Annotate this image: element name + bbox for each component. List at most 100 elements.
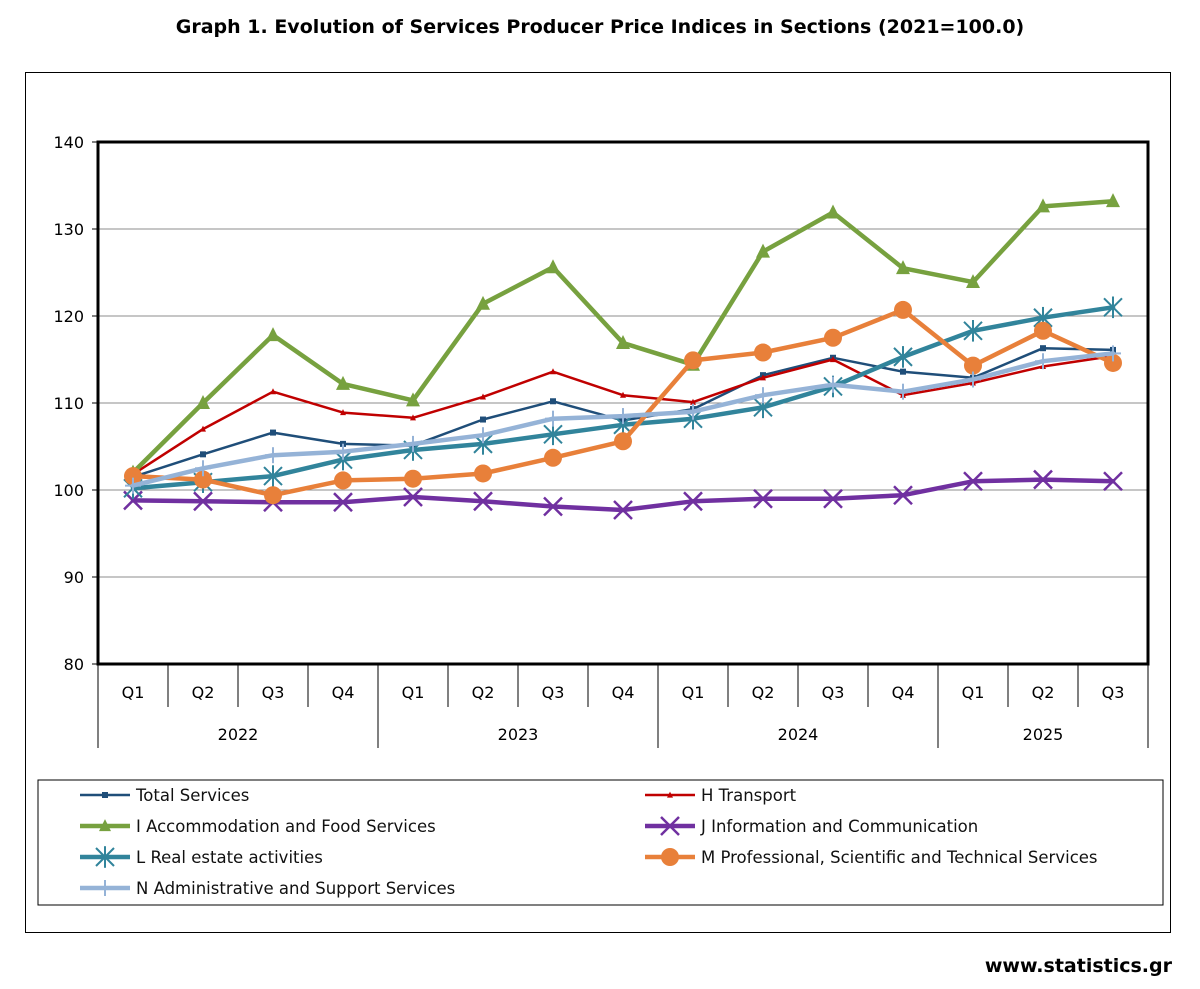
data-point xyxy=(964,356,982,375)
data-point xyxy=(963,319,983,342)
axes: 80 90 100 110 120 130 140 Q1 Q2 Q3 Q4 Q1 Q2 Q3 Q4 Q1 Q2 Q… xyxy=(53,133,1150,748)
x-tick-label: Q4 xyxy=(892,683,915,702)
data-point xyxy=(823,488,843,509)
data-point xyxy=(543,496,563,517)
data-point xyxy=(615,408,631,425)
legend-box xyxy=(37,779,1164,906)
x-tick-label: Q1 xyxy=(962,683,985,702)
chart-title: Graph 1. Evolution of Services Producer … xyxy=(175,16,1025,38)
year-label: 2022 xyxy=(218,725,259,744)
data-point xyxy=(685,403,701,420)
x-tick-label: Q1 xyxy=(402,683,425,702)
data-point xyxy=(200,425,206,432)
chart-frame xyxy=(25,72,1171,933)
data-point xyxy=(340,409,346,416)
x-tick-label: Q2 xyxy=(752,683,775,702)
data-point xyxy=(545,410,561,427)
data-point xyxy=(760,374,766,381)
legend-marker xyxy=(97,880,113,896)
data-point xyxy=(334,471,352,490)
gridlines xyxy=(98,142,1148,664)
data-point xyxy=(824,328,842,347)
data-point xyxy=(1036,198,1050,213)
data-point xyxy=(684,351,702,370)
legend-label: N Administrative and Support Services xyxy=(136,879,455,898)
data-point xyxy=(265,447,281,464)
data-point xyxy=(544,448,562,467)
x-tick-label: Q2 xyxy=(192,683,215,702)
data-point xyxy=(550,368,556,375)
legend-label: J Information and Communication xyxy=(700,817,978,836)
data-point xyxy=(266,327,280,342)
data-point xyxy=(963,471,983,492)
y-tick-label: 110 xyxy=(53,394,84,413)
data-point xyxy=(1105,345,1121,362)
x-tick-label: Q3 xyxy=(542,683,565,702)
data-point xyxy=(756,243,770,258)
data-point xyxy=(475,427,491,444)
data-point xyxy=(405,435,421,452)
data-point xyxy=(825,376,841,393)
y-tick-label: 130 xyxy=(53,220,84,239)
data-point xyxy=(900,368,906,375)
data-point xyxy=(620,391,626,398)
data-point xyxy=(196,395,210,409)
data-point xyxy=(473,491,493,512)
data-point xyxy=(193,491,213,512)
data-point xyxy=(194,470,212,489)
x-tick-label: Q2 xyxy=(1032,683,1055,702)
data-point xyxy=(1033,469,1053,490)
legend-marker xyxy=(660,816,680,836)
data-point xyxy=(1103,471,1123,492)
legend-marker xyxy=(661,848,679,866)
data-point xyxy=(893,485,913,506)
data-point xyxy=(480,393,486,400)
x-tick-label: Q1 xyxy=(122,683,145,702)
data-point xyxy=(830,356,836,363)
legend-label: I Accommodation and Food Services xyxy=(136,817,436,836)
x-tick-label: Q3 xyxy=(822,683,845,702)
legend-label: Total Services xyxy=(135,786,249,805)
legend-entry: L Real estate activities xyxy=(80,846,323,868)
data-point xyxy=(333,492,353,513)
year-label: 2024 xyxy=(778,725,819,744)
data-point xyxy=(1103,296,1123,319)
data-point xyxy=(894,300,912,319)
data-point xyxy=(895,383,911,400)
data-point xyxy=(893,346,913,368)
data-point xyxy=(965,371,981,388)
legend-label: L Real estate activities xyxy=(136,848,323,867)
data-point xyxy=(474,464,492,483)
data-point xyxy=(200,451,206,458)
data-point xyxy=(480,416,486,423)
x-tick-label: Q4 xyxy=(332,683,355,702)
data-point xyxy=(195,460,211,477)
data-point xyxy=(336,375,350,390)
data-point xyxy=(476,295,490,310)
year-label: 2025 xyxy=(1023,725,1064,744)
legend-entry: H Transport xyxy=(645,786,797,805)
data-point xyxy=(614,432,632,451)
data-point xyxy=(754,343,772,362)
series-lines xyxy=(123,193,1123,520)
website-footer: www.statistics.gr xyxy=(984,955,1172,977)
legend-label: H Transport xyxy=(701,786,797,805)
legend-entry: Total Services xyxy=(80,786,249,805)
series-4 xyxy=(123,296,1123,500)
data-point xyxy=(690,398,696,405)
legend-entry: I Accommodation and Food Services xyxy=(80,817,436,836)
data-point xyxy=(550,398,556,405)
series-6 xyxy=(125,345,1121,494)
legend-entry: N Administrative and Support Services xyxy=(80,879,455,898)
data-point xyxy=(270,388,276,395)
data-point xyxy=(1106,193,1120,208)
series-2 xyxy=(126,193,1120,479)
year-label: 2023 xyxy=(498,725,539,744)
legend-marker xyxy=(102,792,108,798)
data-point xyxy=(1034,321,1052,340)
data-point xyxy=(1040,345,1046,352)
legend-label: M Professional, Scientific and Technical… xyxy=(701,848,1098,867)
data-point xyxy=(755,387,771,404)
data-point xyxy=(270,429,276,436)
data-point xyxy=(263,465,283,487)
